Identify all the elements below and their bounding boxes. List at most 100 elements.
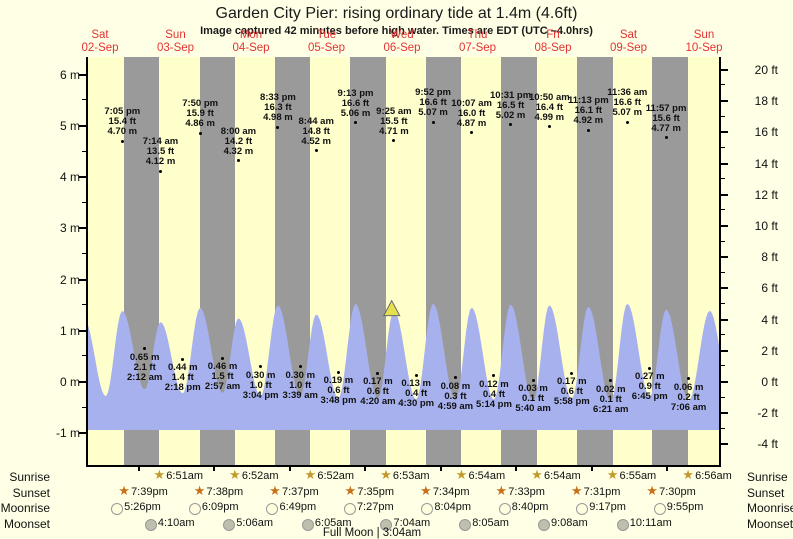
tide-event-dot <box>586 128 590 132</box>
row-label-left-moonset: Moonset <box>3 516 50 531</box>
left-axis-minor-tick <box>82 253 86 254</box>
sun-moon-time: 6:53am <box>392 470 430 482</box>
right-axis-tick-label: 4 ft <box>761 312 778 327</box>
left-axis-line <box>86 57 88 466</box>
sunset-star-icon: ★ <box>646 482 658 498</box>
left-axis-tick-label: 5 m <box>59 119 80 133</box>
right-axis-tick <box>721 287 728 290</box>
low-tide-annotation: 0.44 m 1.4 ft 2:18 pm <box>164 362 201 394</box>
left-axis-tick-label: 6 m <box>59 67 80 82</box>
midnight-tick <box>213 467 216 471</box>
sun-moon-time: 7:31pm <box>583 485 621 498</box>
sun-moon-time: 7:34pm <box>432 485 470 498</box>
right-axis-minor-tick <box>721 240 725 242</box>
low-tide-annotation: 0.30 m 1.0 ft 3:39 am <box>282 369 318 401</box>
sunrise-star-icon: ★ <box>304 467 317 482</box>
sun-moon-time: 8:40pm <box>511 501 549 513</box>
right-axis-tick-label: 14 ft <box>754 156 778 171</box>
tide-event-dot <box>547 125 551 128</box>
left-axis-tick-label: 4 m <box>59 170 80 185</box>
right-axis-tick <box>721 100 728 103</box>
sunset-star-icon: ★ <box>193 482 206 498</box>
left-axis-tick <box>79 125 86 127</box>
midnight-tick <box>364 467 367 471</box>
right-axis-tick <box>721 443 728 446</box>
sunset-star-icon: ★ <box>269 482 281 498</box>
right-axis-minor-tick <box>721 427 725 429</box>
midnight-tick <box>288 467 291 471</box>
low-tide-annotation: 0.19 m 0.6 ft 3:48 pm <box>320 375 357 407</box>
moonrise-circle-icon <box>576 503 589 515</box>
high-tide-annotation: 7:50 pm 15.9 ft 4.86 m <box>182 98 219 130</box>
high-tide-annotation: 9:25 am 15.5 ft 4.71 m <box>376 105 412 137</box>
midnight-tick <box>590 467 593 471</box>
tide-event-dot <box>159 169 162 173</box>
tide-event-dot <box>298 365 302 369</box>
high-tide-annotation: 8:44 am 14.8 ft 4.52 m <box>298 115 334 147</box>
sun-moon-time: 7:04am <box>393 516 431 529</box>
left-axis-tick-label: 1 m <box>59 323 80 338</box>
moonrise-circle-icon <box>343 503 356 515</box>
tide-event-dot <box>276 125 280 129</box>
day-label: Tue 05-Sep <box>307 29 346 54</box>
high-tide-annotation: 7:14 am 13.5 ft 4.12 m <box>142 136 179 168</box>
left-axis-minor-tick <box>82 150 86 152</box>
left-axis-minor-tick <box>82 99 86 101</box>
right-axis-minor-tick <box>721 178 725 180</box>
day-label: Sun 10-Sep <box>685 29 723 54</box>
low-tide-annotation: 0.30 m 1.0 ft 3:04 pm <box>242 369 279 401</box>
tide-event-dot <box>431 120 435 124</box>
sun-moon-time: 7:39pm <box>131 485 168 498</box>
right-axis-tick <box>721 318 728 321</box>
sun-moon-time: 7:27pm <box>356 501 394 513</box>
row-label-right-sunrise: Sunrise <box>747 470 788 484</box>
sun-moon-time: 7:30pm <box>659 485 696 498</box>
low-tide-annotation: 0.06 m 0.2 ft 7:06 am <box>670 381 707 413</box>
moonrise-circle-icon <box>421 503 434 515</box>
moonset-circle-icon <box>380 518 393 531</box>
sun-moon-time: 5:06am <box>236 516 273 529</box>
left-axis-tick <box>79 278 86 281</box>
sunrise-star-icon: ★ <box>682 467 694 482</box>
high-tide-annotation: 10:31 pm 16.5 ft 5.02 m <box>490 89 532 121</box>
tide-event-dot <box>354 121 357 125</box>
moonset-circle-icon <box>459 518 472 531</box>
left-axis-minor-tick <box>82 201 86 203</box>
sun-moon-time: 7:35pm <box>357 485 395 498</box>
tide-event-dot <box>664 136 668 140</box>
sun-moon-time: 8:05am <box>472 516 509 529</box>
left-axis-minor-tick <box>82 355 86 357</box>
moonset-circle-icon <box>616 518 629 531</box>
moonrise-circle-icon <box>188 503 201 515</box>
sun-moon-time: 6:55am <box>619 470 657 482</box>
moonset-circle-icon <box>144 518 157 531</box>
sun-moon-time: 6:51am <box>166 470 203 482</box>
right-axis-minor-tick <box>721 271 725 273</box>
left-axis-tick-label: -1 m <box>56 426 80 441</box>
sun-moon-time: 6:52am <box>317 470 355 482</box>
moonset-circle-icon <box>538 518 550 531</box>
low-tide-annotation: 0.08 m 0.3 ft 4:59 am <box>437 380 474 412</box>
tide-event-dot <box>198 131 202 135</box>
high-tide-annotation: 8:33 pm 16.3 ft 4.98 m <box>259 92 296 124</box>
day-label: Thu 07-Sep <box>458 29 497 54</box>
sunrise-star-icon: ★ <box>455 467 468 482</box>
right-axis-tick-label: 18 ft <box>754 94 778 109</box>
sunrise-star-icon: ★ <box>380 467 392 482</box>
tide-event-dot <box>648 366 652 370</box>
right-axis-minor-tick <box>721 84 725 86</box>
right-axis-minor-tick <box>721 146 725 148</box>
high-tide-annotation: 11:13 pm 16.1 ft 4.92 m <box>567 95 609 127</box>
right-axis-tick-label: 6 ft <box>761 281 778 296</box>
tide-event-dot <box>470 131 474 135</box>
tide-event-dot <box>221 356 225 360</box>
sunrise-star-icon: ★ <box>229 467 241 482</box>
moonset-circle-icon <box>223 518 236 531</box>
tide-event-dot <box>625 120 629 124</box>
sun-moon-time: 7:33pm <box>508 485 545 498</box>
sunset-star-icon: ★ <box>570 482 583 498</box>
tide-event-dot <box>120 139 124 143</box>
high-tide-annotation: 10:50 am 16.4 ft 4.99 m <box>529 91 570 123</box>
moonrise-circle-icon <box>653 503 666 515</box>
left-axis-tick <box>79 227 86 230</box>
